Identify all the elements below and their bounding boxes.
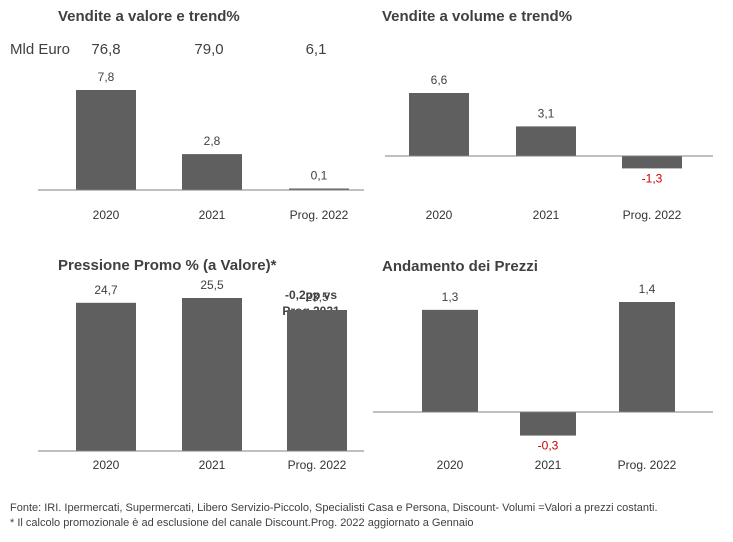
mld-euro-value-2020: 76,8 [91,41,121,58]
footer-promo-note: * Il calcolo promozionale è ad esclusion… [10,517,474,529]
valore-category-label-2: Prog. 2022 [290,208,349,222]
chart-title-prezzi: Andamento dei Prezzi [382,258,538,275]
mld-euro-label: Mld Euro [10,41,71,58]
promo-category-label-0: 2020 [93,458,120,472]
footer-source: Fonte: IRI. Ipermercati, Supermercati, L… [10,502,658,514]
promo-data-label-2: 23,5 [305,290,329,304]
volume-category-label-1: 2021 [533,208,560,222]
promo-bar-2 [287,310,347,451]
prezzi-bar-0 [422,309,478,412]
valore-data-label-1: 2,8 [204,134,221,148]
valore-bar-1 [182,154,242,190]
promo-category-label-1: 2021 [199,458,226,472]
valore-category-label-0: 2020 [93,208,120,222]
mld-euro-value-2021: 79,0 [194,41,224,58]
volume-category-label-2: Prog. 2022 [623,208,682,222]
promo-bar-0 [76,302,136,451]
valore-bar-2 [289,188,349,190]
valore-category-label-1: 2021 [199,208,226,222]
volume-data-label-1: 3,1 [538,106,555,120]
promo-bar-1 [182,298,242,451]
volume-data-label-0: 6,6 [431,73,448,87]
volume-bar-2 [622,156,682,169]
volume-category-label-0: 2020 [426,208,453,222]
valore-bar-0 [76,90,136,190]
volume-bar-0 [409,93,469,156]
chart-title-volume: Vendite a volume e trend% [382,8,573,25]
promo-annotation-line1: -0,2pp vs [284,288,338,302]
footer-note: Fonte: IRI. Ipermercati, Supermercati, L… [10,501,658,531]
mld-euro-value-2022: 6,1 [305,41,327,58]
promo-data-label-1: 25,5 [200,278,224,292]
chart-title-valore: Vendite a valore e trend% [58,8,240,25]
promo-data-label-0: 24,7 [94,283,118,297]
prezzi-data-label-0: 1,3 [442,290,459,304]
volume-bar-1 [516,126,576,156]
prezzi-category-label-2: Prog. 2022 [618,458,677,472]
promo-category-label-2: Prog. 2022 [288,458,347,472]
prezzi-bar-1 [520,412,576,436]
valore-data-label-2: 0,1 [311,169,328,183]
prezzi-data-label-1: -0,3 [538,439,559,453]
prezzi-data-label-2: 1,4 [639,282,656,296]
prezzi-bar-2 [619,302,675,412]
chart-title-promo: Pressione Promo % (a Valore)* [58,257,277,274]
volume-data-label-2: -1,3 [642,171,663,185]
prezzi-category-label-0: 2020 [437,458,464,472]
valore-data-label-0: 7,8 [98,70,115,84]
prezzi-category-label-1: 2021 [535,458,562,472]
